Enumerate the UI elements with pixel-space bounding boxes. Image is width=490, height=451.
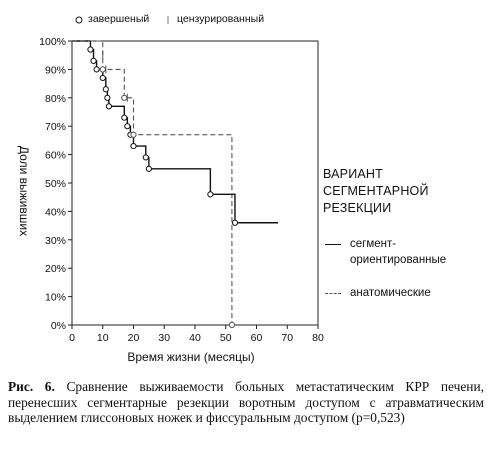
plot-frame <box>71 40 319 326</box>
completed-point <box>207 191 214 198</box>
completed-point <box>104 94 111 101</box>
x-tick-label: 80 <box>312 332 324 344</box>
x-tick-label: 0 <box>69 332 75 344</box>
solid-line-icon <box>325 244 341 245</box>
x-axis-label: Время жизни (месяцы) <box>127 350 254 364</box>
x-tick-label: 10 <box>97 332 109 344</box>
x-tick-label: 40 <box>189 332 201 344</box>
y-tick-label: 20% <box>45 263 66 275</box>
completed-point <box>145 165 152 172</box>
completed-point <box>130 142 137 150</box>
legend-title: ВАРИАНТ СЕГМЕНТАРНОЙ РЕЗЕКЦИИ <box>323 167 429 215</box>
completed-point <box>121 94 128 101</box>
legend-censored-label: цензурированный <box>177 13 265 25</box>
survival-chart: 0% 10% 20% 30% 40% 50% 60% 70% 80% 90% 100% 0 10 20 30… <box>17 36 324 364</box>
completed-point <box>142 154 149 161</box>
caption-label: Рис. 6. <box>8 379 55 394</box>
y-tick-label: 100% <box>39 36 66 48</box>
completed-point <box>228 321 235 329</box>
legend-right: ВАРИАНТ СЕГМЕНТАРНОЙ РЕЗЕКЦИИ <box>323 166 473 217</box>
y-tick-label: 90% <box>45 64 66 76</box>
completed-point <box>121 114 128 121</box>
completed-point <box>231 219 239 226</box>
legend-completed-label: завершеный <box>88 13 150 25</box>
y-tick-label: 40% <box>45 206 66 218</box>
completed-point <box>105 103 113 110</box>
x-tick-label: 30 <box>158 332 170 344</box>
y-tick-label: 0% <box>51 320 66 332</box>
censored-marker-icon <box>167 16 169 24</box>
x-tick-label: 20 <box>128 332 140 344</box>
completed-point <box>99 74 106 82</box>
dashed-line-icon <box>325 293 341 294</box>
y-tick-label: 60% <box>45 150 66 162</box>
completed-point <box>124 123 131 130</box>
y-tick-label: 30% <box>45 235 66 247</box>
figure-caption: Рис. 6. Сравнение выживаемости больных м… <box>8 379 484 426</box>
x-tick-label: 60 <box>251 332 263 344</box>
completed-point <box>99 66 106 73</box>
x-tick-label: 50 <box>220 332 232 344</box>
y-axis-label: Доли выживших <box>17 146 31 236</box>
completed-point <box>87 46 94 53</box>
completed-marker-icon <box>75 16 83 24</box>
series-line-2 <box>72 40 233 325</box>
x-tick-label: 70 <box>281 332 293 344</box>
y-tick-label: 80% <box>45 93 66 105</box>
y-tick-label: 50% <box>45 178 66 190</box>
completed-point <box>102 86 109 93</box>
legend-series-1-label: сегмент-ориентированные <box>350 238 447 266</box>
y-tick-label: 70% <box>45 121 66 133</box>
legend-series-2-label: анатомические <box>350 287 431 299</box>
completed-point <box>90 57 97 64</box>
completed-point <box>93 66 100 73</box>
caption-text: Сравнение выживаемости больных метастати… <box>8 379 484 426</box>
completed-point <box>130 131 137 138</box>
y-tick-label: 10% <box>45 292 66 304</box>
